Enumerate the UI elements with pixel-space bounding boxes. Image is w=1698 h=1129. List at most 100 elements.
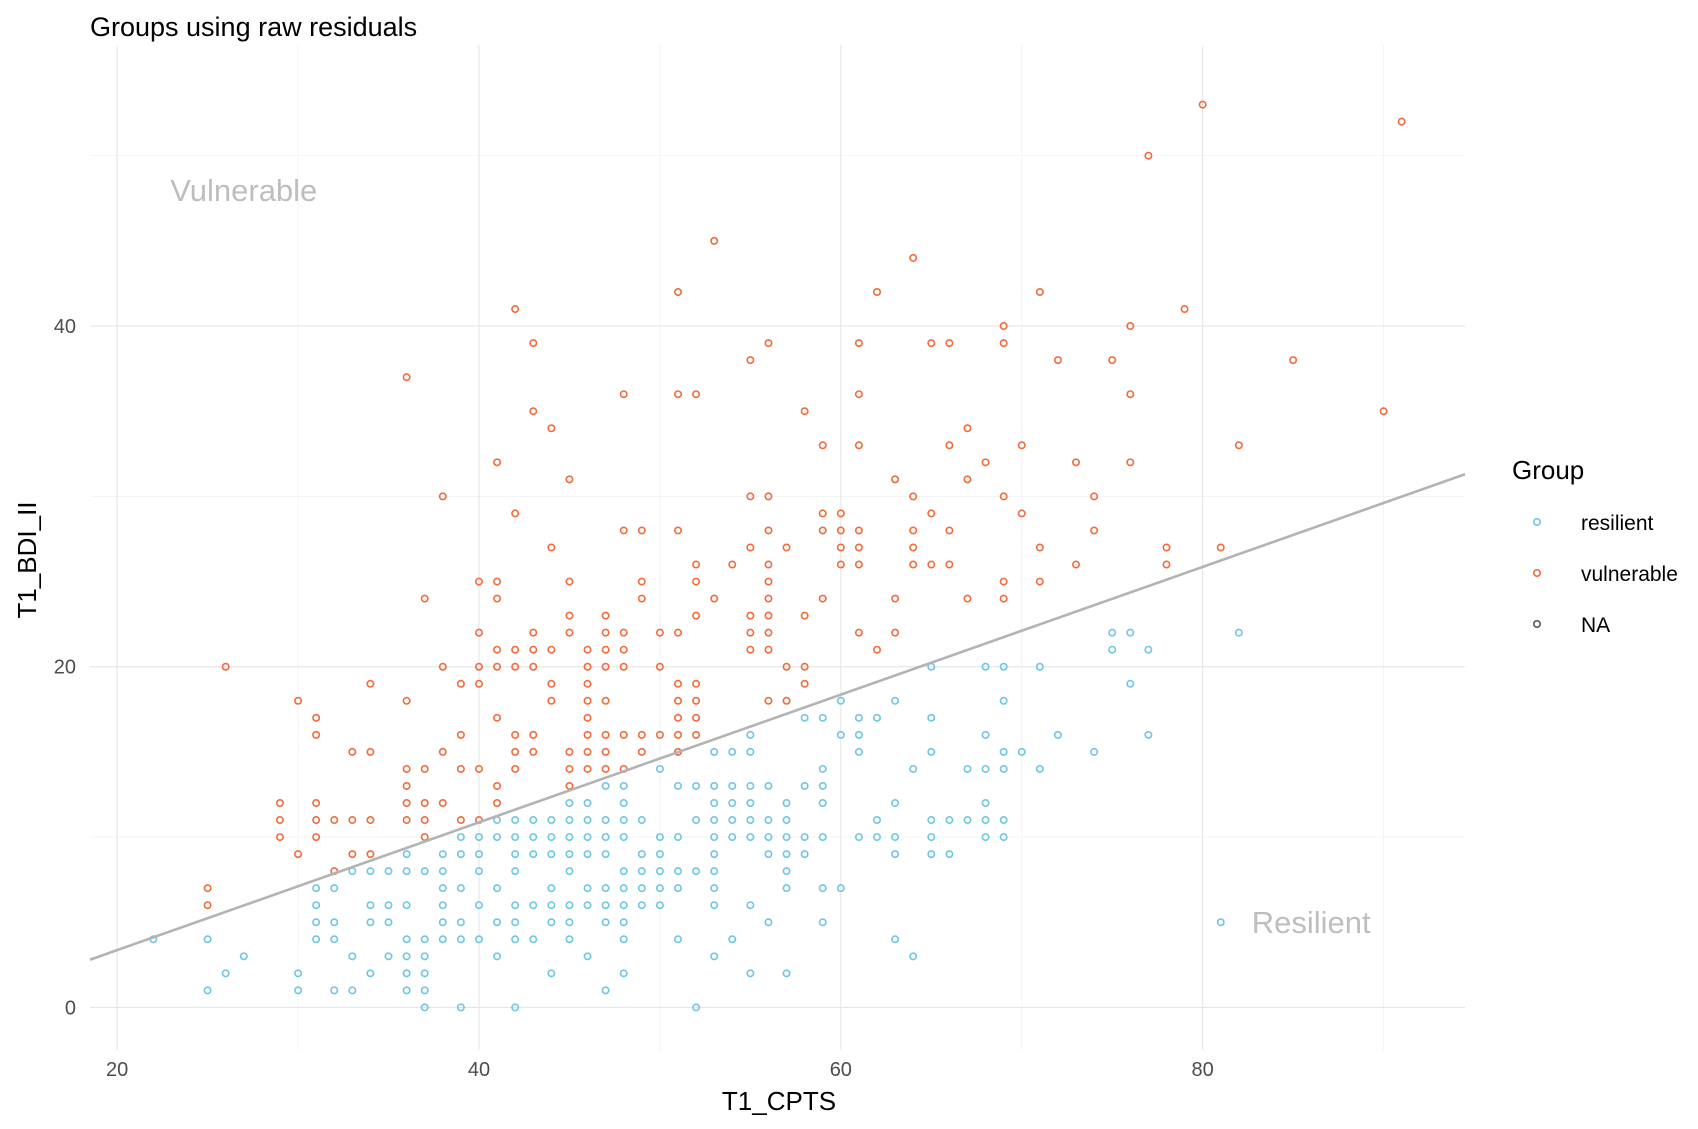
data-point-resilient: [873, 713, 882, 722]
data-point-vulnerable: [565, 781, 574, 790]
data-point-vulnerable: [873, 287, 882, 296]
data-point-vulnerable: [420, 764, 429, 773]
data-point-vulnerable: [692, 730, 701, 739]
data-point-resilient: [981, 764, 990, 773]
data-point-resilient: [474, 901, 483, 910]
data-point-resilient: [402, 935, 411, 944]
data-point-resilient: [619, 867, 628, 876]
data-point-vulnerable: [854, 543, 863, 552]
data-point-vulnerable: [673, 628, 682, 637]
data-point-resilient: [891, 935, 900, 944]
regression-line: [89, 473, 1466, 961]
data-point-vulnerable: [746, 611, 755, 620]
data-point-vulnerable: [764, 560, 773, 569]
data-point-vulnerable: [529, 730, 538, 739]
legend-key-vulnerable: [1533, 568, 1542, 577]
data-point-resilient: [601, 850, 610, 859]
data-point-resilient: [710, 850, 719, 859]
regression-line-group: [89, 473, 1466, 961]
y-tick-label: 20: [54, 657, 76, 679]
data-point-resilient: [782, 833, 791, 842]
data-point-resilient: [637, 867, 646, 876]
data-point-resilient: [456, 884, 465, 893]
data-point-vulnerable: [547, 679, 556, 688]
data-point-resilient: [1216, 918, 1225, 927]
data-point-vulnerable: [1053, 356, 1062, 365]
data-point-vulnerable: [511, 305, 520, 314]
data-point-vulnerable: [692, 390, 701, 399]
data-point-vulnerable: [1216, 543, 1225, 552]
data-point-resilient: [818, 833, 827, 842]
data-point-resilient: [511, 867, 520, 876]
data-point-vulnerable: [764, 611, 773, 620]
legend-key-resilient: [1533, 517, 1542, 526]
data-point-vulnerable: [999, 339, 1008, 348]
data-point-resilient: [1090, 747, 1099, 756]
data-point-vulnerable: [818, 526, 827, 535]
data-point-resilient: [981, 662, 990, 671]
data-point-resilient: [963, 764, 972, 773]
data-point-vulnerable: [673, 390, 682, 399]
data-point-resilient: [438, 918, 447, 927]
data-point-vulnerable: [474, 628, 483, 637]
data-point-vulnerable: [601, 645, 610, 654]
data-point-vulnerable: [782, 543, 791, 552]
data-point-vulnerable: [800, 662, 809, 671]
data-point-resilient: [511, 1003, 520, 1012]
data-point-vulnerable: [601, 696, 610, 705]
data-point-resilient: [800, 850, 809, 859]
data-point-vulnerable: [854, 526, 863, 535]
data-point-resilient: [782, 850, 791, 859]
data-point-resilient: [239, 952, 248, 961]
data-point-resilient: [710, 833, 719, 842]
data-point-resilient: [891, 850, 900, 859]
data-point-resilient: [511, 918, 520, 927]
data-point-resilient: [999, 833, 1008, 842]
data-point-vulnerable: [1126, 390, 1135, 399]
data-point-resilient: [927, 833, 936, 842]
data-point-vulnerable: [1180, 305, 1189, 314]
data-point-resilient: [420, 986, 429, 995]
data-point-resilient: [420, 867, 429, 876]
data-point-resilient: [601, 918, 610, 927]
data-point-vulnerable: [999, 492, 1008, 501]
data-point-resilient: [1234, 628, 1243, 637]
data-point-resilient: [529, 935, 538, 944]
data-point-resilient: [655, 867, 664, 876]
data-point-vulnerable: [764, 645, 773, 654]
data-point-resilient: [583, 901, 592, 910]
data-point-resilient: [836, 696, 845, 705]
data-point-resilient: [692, 816, 701, 825]
data-point-vulnerable: [692, 577, 701, 586]
data-point-vulnerable: [673, 730, 682, 739]
data-point-vulnerable: [275, 816, 284, 825]
data-point-resilient: [312, 935, 321, 944]
data-point-vulnerable: [1144, 151, 1153, 160]
data-point-resilient: [673, 935, 682, 944]
data-point-resilient: [203, 935, 212, 944]
data-point-resilient: [999, 747, 1008, 756]
data-point-vulnerable: [655, 628, 664, 637]
data-point-resilient: [782, 816, 791, 825]
data-point-resilient: [511, 833, 520, 842]
data-point-resilient: [294, 986, 303, 995]
data-point-resilient: [945, 816, 954, 825]
data-point-resilient: [999, 764, 1008, 773]
data-point-vulnerable: [493, 577, 502, 586]
data-point-vulnerable: [547, 696, 556, 705]
data-point-resilient: [692, 867, 701, 876]
data-point-resilient: [456, 935, 465, 944]
data-point-resilient: [710, 867, 719, 876]
data-point-vulnerable: [511, 509, 520, 518]
data-point-vulnerable: [692, 611, 701, 620]
data-point-vulnerable: [474, 679, 483, 688]
data-point-vulnerable: [493, 458, 502, 467]
x-axis-title: T1_CPTS: [722, 1086, 836, 1116]
data-point-vulnerable: [1035, 543, 1044, 552]
data-point-vulnerable: [456, 764, 465, 773]
data-point-resilient: [800, 781, 809, 790]
data-point-resilient: [800, 713, 809, 722]
data-point-vulnerable: [493, 799, 502, 808]
data-point-vulnerable: [1035, 577, 1044, 586]
data-point-vulnerable: [565, 628, 574, 637]
